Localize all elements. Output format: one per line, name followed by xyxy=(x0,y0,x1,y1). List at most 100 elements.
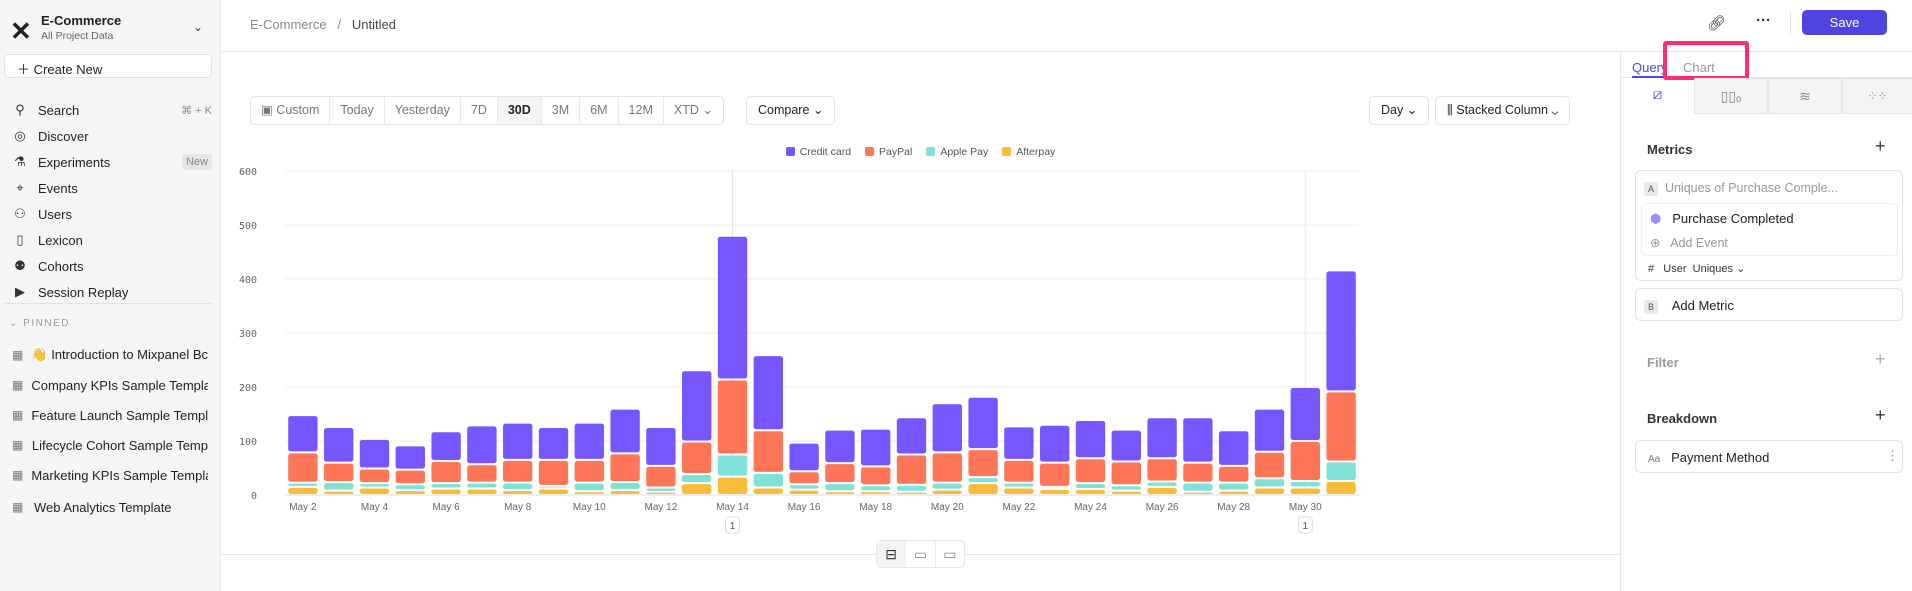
nav-label: Lexicon xyxy=(38,232,83,248)
chart-type-dropdown[interactable]: ⫼ Stacked Column ⌄ xyxy=(1435,96,1571,125)
bar-segment-credit-card xyxy=(288,416,318,452)
x-tick-label: May 12 xyxy=(645,502,678,513)
report-title[interactable]: Untitled xyxy=(351,17,396,32)
bar-segment-paypal xyxy=(861,467,891,485)
add-metric-b-button[interactable]: B Add Metric xyxy=(1635,288,1903,321)
bar-segment-apple-pay xyxy=(610,483,640,490)
event-row[interactable]: ⬢ Purchase Completed xyxy=(1650,211,1794,226)
bar-segment-afterpay xyxy=(646,492,676,494)
legend-item[interactable]: Afterpay xyxy=(1002,146,1055,158)
pinned-label: Company KPIs Sample Templat xyxy=(31,377,208,393)
pinned-header[interactable]: ⌄ PINNED xyxy=(9,318,70,329)
pinned-item[interactable]: ▦ Company KPIs Sample Templat xyxy=(12,374,208,396)
range-7d[interactable]: 7D xyxy=(461,97,498,124)
add-event-button[interactable]: ⊕ Add Event xyxy=(1650,236,1728,250)
bar-segment-credit-card xyxy=(968,397,998,449)
range-30d[interactable]: 30D xyxy=(497,97,542,124)
table-only-layout-icon[interactable]: ▭ xyxy=(934,541,964,567)
chevron-down-icon[interactable]: ⌄ xyxy=(193,20,204,34)
sidebar-item-lexicon[interactable]: ▯ Lexicon xyxy=(12,229,212,251)
pinned-item[interactable]: ▦ Lifecycle Cohort Sample Temp xyxy=(12,434,208,456)
x-tick-label: May 30 xyxy=(1289,502,1322,513)
bar-segment-credit-card xyxy=(1326,271,1356,391)
bar-segment-apple-pay xyxy=(1254,479,1285,487)
range-today[interactable]: Today xyxy=(330,97,385,124)
bar-segment-afterpay xyxy=(610,491,640,494)
sidebar-item-events[interactable]: ⌖ Events xyxy=(12,177,212,199)
x-tick-label: May 6 xyxy=(432,502,460,513)
sidebar-item-session-replay[interactable]: ▶ Session Replay xyxy=(12,281,212,303)
compare-dropdown[interactable]: Compare ⌄ xyxy=(746,96,836,125)
sidebar-item-discover[interactable]: ◎ Discover xyxy=(12,125,212,147)
add-breakdown-plus-icon[interactable]: + xyxy=(1875,405,1886,425)
bar-segment-apple-pay xyxy=(1111,486,1141,490)
bar-segment-paypal xyxy=(932,453,962,482)
legend-item[interactable]: Credit card xyxy=(785,146,851,158)
range-12m[interactable]: 12M xyxy=(619,97,664,124)
more-options-icon[interactable]: ··· xyxy=(1756,12,1771,29)
sidebar-item-experiments[interactable]: ⚗ Experiments New xyxy=(12,151,212,173)
bar-segment-apple-pay xyxy=(968,478,998,483)
bar-segment-credit-card xyxy=(324,427,354,462)
tab-query[interactable]: Query xyxy=(1632,60,1668,75)
pinned-item[interactable]: ▦ Web Analytics Template xyxy=(12,496,208,518)
date-range-selector: ▣ Custom Today Yesterday 7D 30D 3M 6M 12… xyxy=(250,96,724,125)
x-tick-label: May 28 xyxy=(1217,502,1250,513)
range-yesterday[interactable]: Yesterday xyxy=(385,97,461,124)
add-metric-plus-icon[interactable]: + xyxy=(1875,136,1886,156)
project-subtitle: All Project Data xyxy=(41,30,114,42)
pinned-item[interactable]: ▦ 👋 Introduction to Mixpanel Bc xyxy=(12,344,208,366)
range-6m[interactable]: 6M xyxy=(580,97,619,124)
tab-chart[interactable]: Chart xyxy=(1683,60,1715,75)
range-custom[interactable]: ▣ Custom xyxy=(251,97,331,124)
query-panel: Query Chart ⧄ ▯▯ₒ ≋ ⁘⁘ Metrics + A Uniqu… xyxy=(1620,41,1912,591)
add-filter-plus-icon[interactable]: + xyxy=(1875,349,1886,369)
link-icon[interactable]: 🔗︎ xyxy=(1707,15,1727,32)
x-tick-label: May 4 xyxy=(361,502,389,513)
split-layout-icon[interactable]: ⊟ xyxy=(877,541,906,567)
range-xtd[interactable]: XTD ⌄ xyxy=(673,103,713,117)
bar-segment-credit-card xyxy=(717,236,748,379)
bar-segment-apple-pay xyxy=(861,486,891,491)
range-3m[interactable]: 3M xyxy=(542,97,581,124)
pinned-label: Web Analytics Template xyxy=(34,499,172,515)
create-new-button[interactable]: ＋ Create New xyxy=(4,54,212,78)
bar-segment-paypal xyxy=(1219,466,1249,482)
measurement-selector[interactable]: # User Uniques ⌄ xyxy=(1648,263,1746,275)
insights-icon[interactable]: ⧄ xyxy=(1652,86,1663,103)
metric-name[interactable]: Uniques of Purchase Comple... xyxy=(1664,181,1838,195)
project-name[interactable]: E-Commerce xyxy=(41,13,122,28)
annotation-label: 1 xyxy=(1303,521,1309,532)
more-vertical-icon[interactable]: ⋮ xyxy=(1886,448,1899,463)
play-icon: ▶ xyxy=(15,284,25,299)
bar-segment-credit-card xyxy=(825,430,855,463)
breakdown-item[interactable]: Aa Payment Method ⋮ xyxy=(1635,440,1903,473)
y-tick-label: 500 xyxy=(239,221,257,232)
legend-item[interactable]: Apple Pay xyxy=(926,146,988,158)
bar-segment-paypal xyxy=(682,442,712,473)
sidebar-item-users[interactable]: ⚇ Users xyxy=(12,203,212,225)
pinned-item[interactable]: ▦ Feature Launch Sample Templa xyxy=(12,404,208,426)
legend-swatch xyxy=(926,147,936,156)
interval-dropdown[interactable]: Day ⌄ xyxy=(1369,96,1430,125)
sidebar-item-cohorts[interactable]: ⚉ Cohorts xyxy=(12,255,212,277)
chevron-down-icon: ⌄ xyxy=(702,103,713,117)
pinned-label: Marketing KPIs Sample Templat xyxy=(31,467,208,483)
sidebar-item-search[interactable]: ⚲ Search ⌘ + K xyxy=(12,99,212,121)
legend-item[interactable]: PayPal xyxy=(865,146,912,158)
chart-only-layout-icon[interactable]: ▭ xyxy=(905,541,934,567)
bar-segment-apple-pay xyxy=(467,483,497,488)
divider xyxy=(4,303,212,304)
save-button[interactable]: Save xyxy=(1802,10,1887,35)
bar-segment-credit-card xyxy=(467,426,497,464)
pinned-item[interactable]: ▦ Marketing KPIs Sample Templat xyxy=(12,464,208,486)
flows-icon[interactable]: ≋ xyxy=(1768,78,1842,114)
bar-segment-apple-pay xyxy=(1183,483,1213,491)
funnels-icon[interactable]: ▯▯ₒ xyxy=(1694,78,1768,114)
bar-segment-apple-pay xyxy=(646,488,676,491)
retention-icon[interactable]: ⁘⁘ xyxy=(1842,78,1912,114)
top-bar xyxy=(221,0,1912,52)
bar-segment-apple-pay xyxy=(1219,483,1249,490)
bar-segment-afterpay xyxy=(1111,491,1141,494)
breadcrumb-root[interactable]: E-Commerce xyxy=(250,17,327,32)
